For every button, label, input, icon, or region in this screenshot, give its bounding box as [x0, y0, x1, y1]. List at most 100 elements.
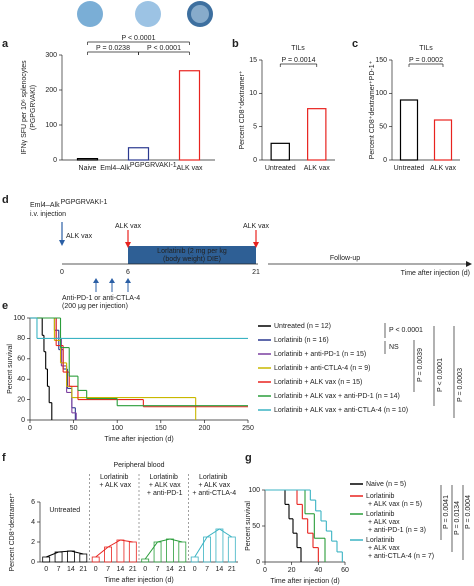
- p-value: P = 0.0002: [409, 57, 443, 64]
- x-tick-label: 7: [205, 566, 209, 573]
- panel-label: g: [245, 452, 252, 464]
- y-axis-label: Percent survival: [245, 501, 252, 551]
- text-line: + ALK vax: [147, 482, 181, 489]
- x-tick-label: Eml4–Alk: [100, 165, 130, 172]
- timeline-day: 21: [252, 269, 260, 276]
- x-tick-label: 14: [117, 566, 125, 573]
- bar: [178, 70, 201, 161]
- y-tick-label: 5: [253, 124, 257, 131]
- y-tick-label: 0: [53, 157, 57, 164]
- schematic-text: Follow-up: [330, 255, 360, 262]
- well: [135, 1, 161, 27]
- panel-label: b: [232, 38, 239, 50]
- y-tick-label: 80: [17, 335, 25, 342]
- x-tick-label: 7: [156, 566, 160, 573]
- schematic-text: (200 μg per injection): [62, 303, 128, 310]
- group-label: Lorlatinib + ALK vax: [97, 474, 131, 489]
- chart-subtitle: Peripheral blood: [114, 462, 165, 469]
- arrowhead: [125, 242, 131, 248]
- legend-label: Lorlatinib + ALK vax (n = 5): [366, 493, 422, 508]
- bar: [128, 541, 137, 563]
- x-tick-label: 0: [94, 566, 98, 573]
- y-tick-label: 200: [45, 87, 57, 94]
- text-line: Lorlatinib: [100, 474, 129, 481]
- p-value: P = 0.0238: [96, 45, 130, 52]
- x-tick-label: 21: [228, 566, 236, 573]
- x-tick-label: ALK vax: [304, 165, 331, 172]
- text-line: + anti-PD-1 (n = 3): [366, 527, 426, 534]
- x-tick-label: 0: [263, 567, 267, 574]
- bar: [227, 536, 236, 563]
- y-tick-label: 0: [31, 559, 35, 566]
- x-tick-label: Untreated: [265, 165, 296, 172]
- text-line: + ALK vax: [97, 482, 131, 489]
- x-tick-label: 0: [193, 566, 197, 573]
- p-value: P < 0.0001: [389, 327, 423, 334]
- timeline-day: 6: [126, 269, 130, 276]
- p-value: NS: [389, 344, 399, 351]
- text-line: + ALK vax: [366, 545, 400, 552]
- p-value: P = 0.0014: [282, 57, 316, 64]
- y-tick-label: 100: [45, 122, 57, 129]
- timeline-day: 0: [60, 269, 64, 276]
- legend-label: Lorlatinib + ALK vax + anti-CTLA-4 (n = …: [274, 407, 408, 414]
- bar: [307, 108, 327, 161]
- group-label: Lorlatinib + ALK vax + anti-PD-1: [145, 474, 183, 497]
- text-line: + anti-PD-1: [145, 490, 183, 497]
- legend-label: Lorlatinib + anti-CTLA-4 (n = 9): [274, 365, 371, 372]
- y-tick-label: 50: [379, 124, 387, 131]
- x-tick-label: 200: [199, 425, 211, 432]
- x-tick-label: 40: [314, 567, 322, 574]
- y-tick-label: 20: [17, 396, 25, 403]
- schematic-text: ALK vax: [115, 223, 142, 230]
- schematic-text: ALK vax: [66, 233, 93, 240]
- group-label: Untreated: [49, 507, 80, 514]
- legend-label: Lorlatinib + anti-PD-1 (n = 15): [274, 351, 366, 358]
- y-tick-label: 50: [252, 523, 260, 530]
- bar: [116, 539, 125, 563]
- text-line: Lorlatinib: [366, 511, 395, 518]
- y-tick-label: 4: [31, 519, 35, 526]
- legend-label: Lorlatinib + ALK vax + anti-PD-1 (n = 3): [366, 511, 426, 534]
- group-label: Lorlatinib + ALK vax + anti-CTLA-4: [190, 474, 236, 497]
- x-tick-label: 21: [79, 566, 87, 573]
- bar: [76, 158, 99, 161]
- bar: [433, 119, 453, 161]
- schematic-superscript: PGPGRVAKI-1: [61, 199, 108, 206]
- text-line: Lorlatinib: [150, 474, 179, 481]
- x-tick-label: 21: [178, 566, 186, 573]
- text-line: + ALK vax (n = 5): [366, 501, 422, 508]
- x-tick-label: 14: [67, 566, 75, 573]
- p-value: P < 0.0001: [122, 35, 156, 42]
- bar: [91, 556, 100, 563]
- schematic-text: Lorlatinib (2 mg per kg: [157, 248, 227, 255]
- bar: [42, 556, 51, 563]
- y-axis-label: Percent survival: [7, 344, 14, 394]
- text-line: + anti-CTLA-4 (n = 7): [366, 553, 434, 560]
- y-tick-label: 100: [375, 90, 387, 97]
- arrowhead: [253, 242, 259, 248]
- y-tick-label: 0: [21, 417, 25, 424]
- y-axis-label: Percent CD8⁺dextramer⁺: [9, 492, 16, 571]
- y-tick-label: 15: [249, 57, 257, 64]
- y-tick-label: 6: [31, 499, 35, 506]
- legend-label: Lorlatinib + ALK vax + anti-PD-1 (n = 14…: [274, 393, 400, 400]
- legend-label: Lorlatinib + ALK vax (n = 15): [274, 379, 362, 386]
- x-tick-label: 100: [111, 425, 123, 432]
- schematic-shapes: [59, 222, 472, 292]
- x-tick-label: 0: [28, 425, 32, 432]
- bar: [178, 541, 187, 563]
- mean-line: [95, 539, 133, 558]
- y-tick-label: 10: [249, 90, 257, 97]
- schematic-text: i.v. injection: [30, 211, 66, 218]
- y-tick-label: 150: [375, 57, 387, 64]
- x-tick-label: 0: [143, 566, 147, 573]
- chart-title: TILs: [419, 45, 433, 52]
- legend-label: Lorlatinib + ALK vax + anti-CTLA-4 (n = …: [366, 537, 434, 560]
- panel-label: f: [2, 452, 6, 464]
- p-value: P < 0.0001: [147, 45, 181, 52]
- mean-line: [144, 538, 183, 560]
- chart-title: TILs: [291, 45, 305, 52]
- x-tick-label: 14: [166, 566, 174, 573]
- well-images: [77, 1, 213, 27]
